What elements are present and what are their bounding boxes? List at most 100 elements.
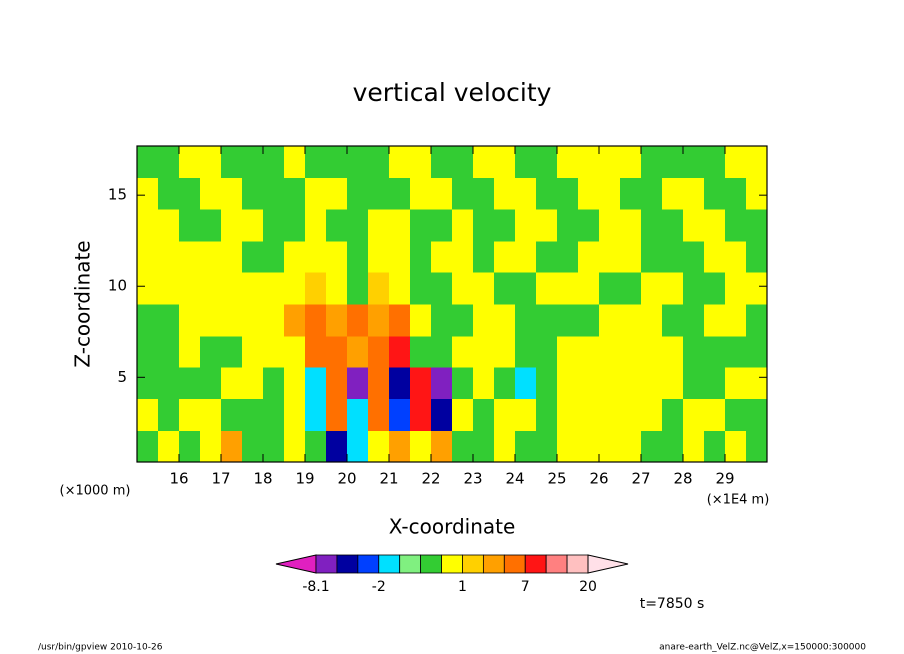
field-cell xyxy=(515,146,537,179)
field-cell xyxy=(515,399,537,432)
field-cell xyxy=(326,241,348,274)
field-cell xyxy=(683,241,705,274)
field-cell xyxy=(746,399,768,432)
field-cell xyxy=(704,431,726,463)
colorbar-label: 1 xyxy=(458,579,467,595)
field-cell xyxy=(452,304,474,337)
colorbar-box xyxy=(482,554,505,574)
field-cell xyxy=(137,367,159,400)
field-cell xyxy=(410,399,432,432)
field-cell xyxy=(368,241,390,274)
field-cell xyxy=(347,272,369,305)
field-cell xyxy=(326,431,348,463)
field-cell xyxy=(347,399,369,432)
field-cell xyxy=(410,146,432,179)
field-cell xyxy=(305,367,327,400)
field-cell xyxy=(200,431,222,463)
field-cell xyxy=(137,431,159,463)
field-cell xyxy=(557,304,579,337)
y-unit: (×1000 m) xyxy=(60,484,131,499)
field-cell xyxy=(494,177,516,211)
field-cell xyxy=(662,272,684,305)
field-cell xyxy=(578,146,600,179)
field-cell xyxy=(221,304,243,337)
field-cell xyxy=(410,431,432,463)
field-cell xyxy=(326,146,348,179)
colorbar-box xyxy=(357,554,380,574)
field-cell xyxy=(578,336,600,368)
x-tick-label: 17 xyxy=(211,470,230,488)
field-cell xyxy=(179,399,201,432)
field-cell xyxy=(305,272,327,305)
field-cell xyxy=(389,146,411,179)
field-cell xyxy=(179,304,201,337)
field-cell xyxy=(263,209,285,243)
field-cell xyxy=(662,241,684,274)
y-tick-label: 10 xyxy=(108,277,127,295)
field-cell xyxy=(683,336,705,368)
field-cell xyxy=(704,241,726,274)
field-cell xyxy=(746,336,768,368)
time-annotation: t=7850 s xyxy=(640,596,705,612)
x-tick-label: 19 xyxy=(295,470,314,488)
field-cell xyxy=(704,367,726,400)
field-cell xyxy=(620,177,642,211)
field-cell xyxy=(662,304,684,337)
field-cell xyxy=(494,146,516,179)
field-cell xyxy=(515,367,537,400)
field-cell xyxy=(284,209,306,243)
colorbar-low xyxy=(275,554,317,574)
field-cell xyxy=(347,336,369,368)
field-cell xyxy=(662,367,684,400)
field-cell xyxy=(431,336,453,368)
field-cell xyxy=(557,177,579,211)
x-axis-label: X-coordinate xyxy=(389,515,516,539)
field-cell xyxy=(200,367,222,400)
field-cell xyxy=(368,367,390,400)
field-cell xyxy=(452,367,474,400)
field-cell xyxy=(599,431,621,463)
field-cell xyxy=(683,177,705,211)
field-cell xyxy=(326,272,348,305)
colorbar-box xyxy=(462,554,484,574)
field-cell xyxy=(137,272,159,305)
field-cell xyxy=(137,177,159,211)
field-cell xyxy=(725,431,747,463)
field-cell xyxy=(431,177,453,211)
field-cell xyxy=(158,304,180,337)
field-cell xyxy=(452,336,474,368)
field-cell xyxy=(620,146,642,179)
field-cell xyxy=(389,336,411,368)
field-cell xyxy=(473,272,495,305)
field-cell xyxy=(704,336,726,368)
field-cell xyxy=(536,336,558,368)
field-cell xyxy=(158,367,180,400)
field-cell xyxy=(137,146,159,179)
colorbar-box xyxy=(545,554,568,574)
field-cell xyxy=(284,336,306,368)
field-cell xyxy=(725,146,747,179)
field-cell xyxy=(284,272,306,305)
field-cell xyxy=(557,272,579,305)
field-cell xyxy=(410,367,432,400)
field-cell xyxy=(263,146,285,179)
field-cell xyxy=(620,431,642,463)
field-cell xyxy=(242,209,264,243)
field-cell xyxy=(578,177,600,211)
field-cell xyxy=(473,304,495,337)
field-cell xyxy=(641,431,663,463)
field-cell xyxy=(263,241,285,274)
field-cell xyxy=(557,367,579,400)
colorbar-label: -8.1 xyxy=(302,579,329,595)
field-cell xyxy=(557,431,579,463)
field-cell xyxy=(536,304,558,337)
field-cell xyxy=(347,304,369,337)
field-cell xyxy=(242,304,264,337)
field-cell xyxy=(620,209,642,243)
field-cell xyxy=(263,336,285,368)
field-cell xyxy=(515,209,537,243)
field-cell xyxy=(620,304,642,337)
field-cell xyxy=(746,209,768,243)
field-cell xyxy=(221,146,243,179)
field-cell xyxy=(368,336,390,368)
